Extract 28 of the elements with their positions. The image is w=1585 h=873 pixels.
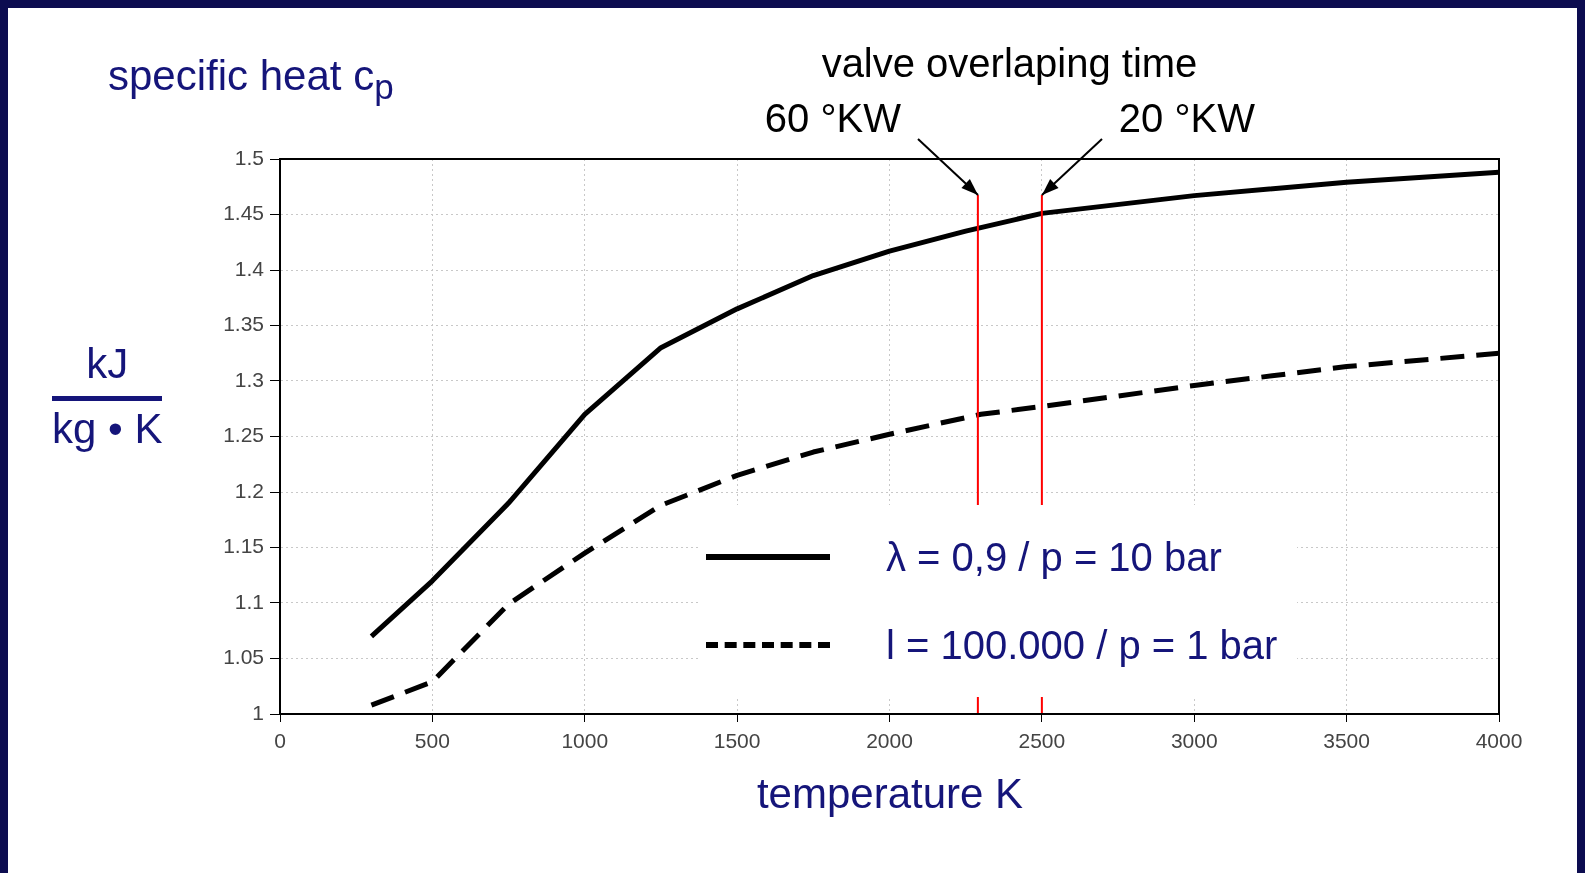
legend-label: l = 100.000 / p = 1 bar [886, 622, 1278, 668]
y-tick-label: 1.4 [234, 256, 265, 280]
y-tick-label: 1.35 [223, 312, 264, 336]
ref-line-label: 60 °KW [764, 96, 902, 141]
legend-label: λ = 0,9 / p = 10 bar [886, 534, 1222, 580]
y-axis-title: kJ kg • K [52, 340, 163, 453]
x-tick-label: 0 [274, 729, 286, 753]
y-tick-label: 1.05 [223, 645, 264, 669]
text: valve overlaping time [821, 41, 1198, 86]
y-tick-label: 1.5 [234, 145, 264, 169]
chart-title: specific heat c$_{p}$ [108, 52, 394, 108]
x-tick-label: 2000 [866, 729, 913, 753]
ref-line-label: 20 °KW [1118, 96, 1256, 141]
y-tick-label: 1.1 [234, 589, 264, 613]
y-tick-label: 1.2 [234, 478, 264, 502]
x-tick-label: 4000 [1475, 729, 1523, 753]
x-tick-label: 500 [414, 729, 450, 753]
y-tick-label: 1.25 [223, 423, 264, 447]
x-tick-label: 1000 [561, 729, 609, 753]
y-tick-label: 1.45 [223, 201, 264, 225]
x-axis-title: temperature K [755, 770, 1025, 818]
x-tick-label: 3000 [1170, 729, 1218, 753]
y-tick-label: 1 [252, 700, 264, 724]
x-tick-label: 2500 [1018, 729, 1066, 753]
y-tick-label: 1.15 [223, 534, 264, 558]
y-tick-label: 1.3 [234, 367, 264, 391]
x-tick-label: 3500 [1323, 729, 1370, 753]
x-tick-label: 1500 [713, 729, 761, 753]
